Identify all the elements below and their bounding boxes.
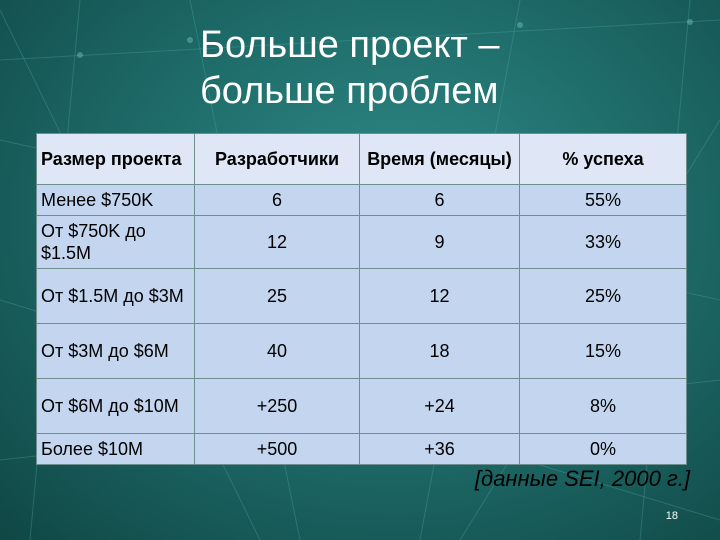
cell-time-months: 18 [359,323,520,379]
table-header-row: Размер проекта Разработчики Время (месяц… [36,133,687,185]
cell-project-size: Менее $750K [36,184,195,216]
project-size-table: Размер проекта Разработчики Время (месяц… [36,133,687,465]
table-row: От $1.5M до $3M 25 12 25% [36,268,687,324]
table-row: От $750K до $1.5M 12 9 33% [36,215,687,269]
cell-time-months: 12 [359,268,520,324]
cell-success-rate: 15% [519,323,687,379]
cell-success-rate: 25% [519,268,687,324]
cell-developers: +250 [194,378,360,434]
cell-developers: 25 [194,268,360,324]
cell-project-size: От $1.5M до $3M [36,268,195,324]
cell-success-rate: 33% [519,215,687,269]
cell-developers: +500 [194,433,360,465]
cell-project-size: От $750K до $1.5M [36,215,195,269]
table-row: Менее $750K 6 6 55% [36,184,687,216]
cell-success-rate: 8% [519,378,687,434]
cell-time-months: 6 [359,184,520,216]
cell-time-months: 9 [359,215,520,269]
cell-project-size: От $6M до $10M [36,378,195,434]
table-row: От $3M до $6M 40 18 15% [36,323,687,379]
cell-developers: 40 [194,323,360,379]
header-success-rate: % успеха [519,133,687,185]
cell-success-rate: 0% [519,433,687,465]
cell-success-rate: 55% [519,184,687,216]
header-time-months: Время (месяцы) [359,133,520,185]
cell-developers: 12 [194,215,360,269]
cell-developers: 6 [194,184,360,216]
cell-time-months: +24 [359,378,520,434]
header-developers: Разработчики [194,133,360,185]
slide-title-line-2: больше проблем [200,70,499,112]
header-project-size: Размер проекта [36,133,195,185]
slide-title: Больше проект – больше проблем [200,22,670,114]
table-row: Более $10M +500 +36 0% [36,433,687,465]
cell-time-months: +36 [359,433,520,465]
cell-project-size: От $3M до $6M [36,323,195,379]
source-citation: [данные SEI, 2000 г.] [474,466,690,491]
table-row: От $6M до $10M +250 +24 8% [36,378,687,434]
page-number: 18 [665,510,678,522]
slide-title-line-1: Больше проект – [200,24,500,66]
cell-project-size: Более $10M [36,433,195,465]
